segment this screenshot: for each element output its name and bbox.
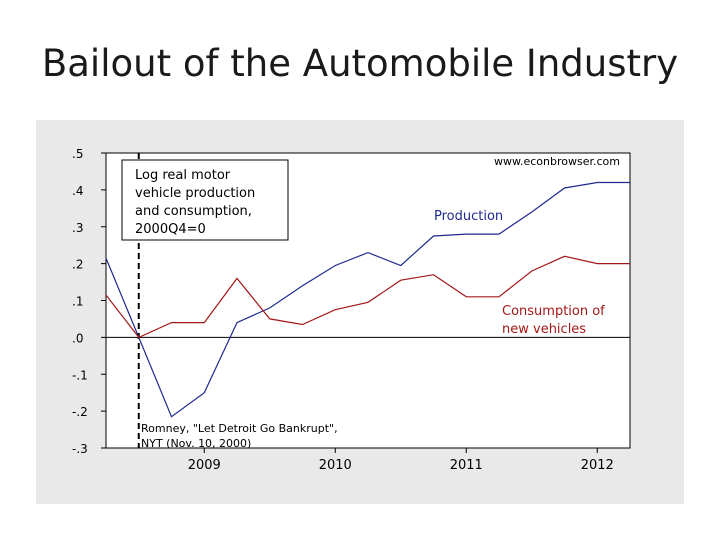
y-tick-label: -.3 [72,442,88,456]
slide-title: Bailout of the Automobile Industry [41,42,679,85]
line-chart: .5 .4 .3 .2 .1 .0 -.1 -.2 -.3 2009 2010 2011 2012 www… [72,147,631,473]
annotation-text: vehicle production [135,186,255,201]
watermark-text: www.econbrowser.com [494,155,620,168]
y-tick-label: -.1 [72,368,88,382]
x-tick-label: 2010 [319,458,352,473]
y-tick-label: .2 [72,258,83,272]
y-tick-label: -.2 [72,405,88,419]
series-line-production [105,181,630,418]
series-label-production: Production [434,209,503,224]
annotation-text: 2000Q4=0 [135,222,206,237]
series-label-consumption: Consumption of [502,304,605,319]
series-label-consumption: new vehicles [502,322,586,337]
y-tick-label: .0 [72,331,83,345]
y-tick-label: .4 [72,184,83,198]
annotation-text: and consumption, [135,204,252,219]
x-tick-label: 2009 [188,458,221,473]
x-tick-label: 2011 [450,458,483,473]
event-annotation-text: Romney, "Let Detroit Go Bankrupt", [141,422,338,435]
y-tick-label: .5 [72,147,83,161]
x-tick-label: 2012 [581,458,614,473]
chart-panel: .5 .4 .3 .2 .1 .0 -.1 -.2 -.3 2009 2010 2011 2012 www… [36,120,684,504]
event-annotation-text: NYT (Nov. 10, 2000) [141,437,251,450]
y-tick-label: .3 [72,221,83,235]
series-line-consumption [105,255,630,339]
annotation-box [121,159,289,241]
y-tick-label: .1 [72,295,83,309]
annotation-text: Log real motor [135,168,231,183]
